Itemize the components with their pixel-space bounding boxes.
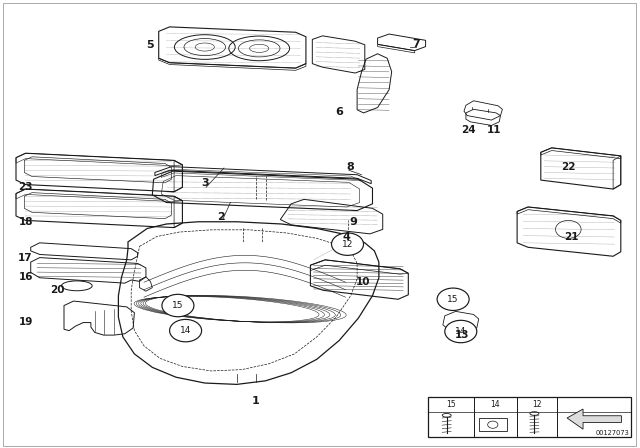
Polygon shape	[567, 409, 621, 429]
Text: 15: 15	[447, 295, 459, 304]
Text: 24: 24	[461, 125, 476, 135]
Text: 22: 22	[561, 162, 575, 172]
Text: 15: 15	[172, 301, 184, 310]
Text: 21: 21	[564, 232, 578, 241]
Text: 23: 23	[19, 182, 33, 192]
Circle shape	[332, 233, 364, 255]
Text: 16: 16	[19, 272, 33, 282]
Text: 12: 12	[532, 400, 541, 409]
Circle shape	[170, 319, 202, 342]
Circle shape	[162, 294, 194, 317]
Text: 6: 6	[335, 107, 343, 117]
Text: 4: 4	[343, 232, 351, 241]
Bar	[428, 397, 631, 437]
Text: 14: 14	[490, 400, 500, 409]
Text: 5: 5	[147, 40, 154, 50]
Text: 3: 3	[201, 178, 209, 188]
Text: 1: 1	[252, 396, 260, 406]
Text: 19: 19	[19, 317, 33, 327]
Text: 15: 15	[445, 400, 456, 409]
Text: 11: 11	[487, 125, 501, 135]
Text: 18: 18	[19, 217, 33, 227]
Text: 00127073: 00127073	[596, 430, 630, 436]
Text: 9: 9	[349, 217, 357, 227]
Text: 14: 14	[455, 327, 467, 336]
Bar	[479, 418, 507, 431]
Text: 10: 10	[356, 277, 371, 287]
Text: 14: 14	[180, 326, 191, 335]
Text: 8: 8	[347, 162, 355, 172]
Circle shape	[437, 288, 469, 310]
Text: 13: 13	[455, 330, 469, 340]
Text: 2: 2	[217, 212, 225, 222]
Text: 7: 7	[412, 39, 420, 49]
Text: 12: 12	[342, 240, 353, 249]
Circle shape	[445, 320, 477, 343]
Text: 17: 17	[19, 253, 33, 263]
Text: 20: 20	[51, 285, 65, 295]
